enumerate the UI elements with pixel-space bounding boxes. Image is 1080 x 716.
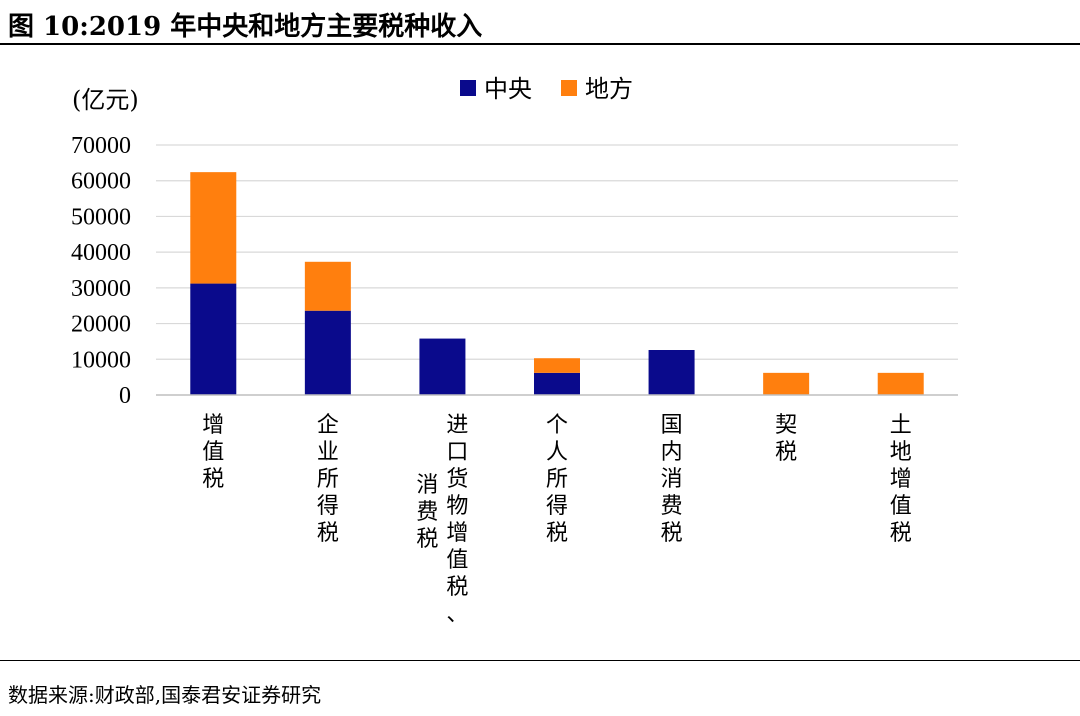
y-tick-label: 30000 (71, 276, 131, 302)
x-category-label: 国内消费税 (661, 413, 683, 546)
y-tick-label: 40000 (71, 240, 131, 266)
x-category-label: 增值税 (202, 413, 224, 492)
source-rule (0, 660, 1080, 661)
legend: 中央 地方 (460, 75, 633, 103)
legend-label: 地方 (585, 75, 633, 103)
bar-local (763, 372, 810, 395)
bar-central (534, 372, 580, 395)
y-axis: 0 10000 20000 30000 40000 50000 60000 70000 (71, 133, 131, 409)
gridlines (156, 144, 958, 360)
bar-central (304, 310, 351, 395)
figure-title: 图 10:2019 年中央和地方主要税种收入 (8, 12, 483, 42)
x-category-label: 契税 (775, 413, 797, 465)
y-tick-label: 10000 (71, 347, 131, 373)
bar-local (534, 358, 580, 373)
y-unit-label: (亿元) (72, 86, 139, 114)
legend-swatch (460, 80, 476, 96)
bar-local (190, 172, 237, 284)
x-category-label: 个人所得税 (546, 413, 568, 546)
legend-label: 中央 (484, 75, 532, 103)
y-tick-label: 50000 (71, 204, 131, 230)
source-note: 数据来源:财政部,国泰君安证券研究 (8, 683, 322, 707)
bar-central (648, 350, 695, 395)
bars (190, 172, 924, 395)
y-tick-label: 20000 (71, 312, 131, 338)
bar-central (419, 338, 466, 395)
y-tick-label: 70000 (71, 133, 131, 159)
x-category-label: 企业所得税 (317, 413, 339, 546)
x-category-label: 消费税 (416, 473, 438, 552)
y-tick-label: 60000 (71, 169, 131, 195)
bar-local (877, 372, 924, 395)
bar-local (304, 261, 351, 311)
bar-central (190, 283, 237, 395)
x-category-label: 土地增值税 (890, 413, 912, 546)
title-rule (0, 43, 1080, 45)
legend-swatch (561, 80, 577, 96)
y-tick-label: 0 (119, 383, 131, 409)
x-category-label: 进口货物增值税、 (446, 413, 468, 627)
x-axis: 增值税 企业所得税 进口货物增值税、消费税 个人所得税 国内消费税 契税 土地增值税 (156, 394, 958, 627)
